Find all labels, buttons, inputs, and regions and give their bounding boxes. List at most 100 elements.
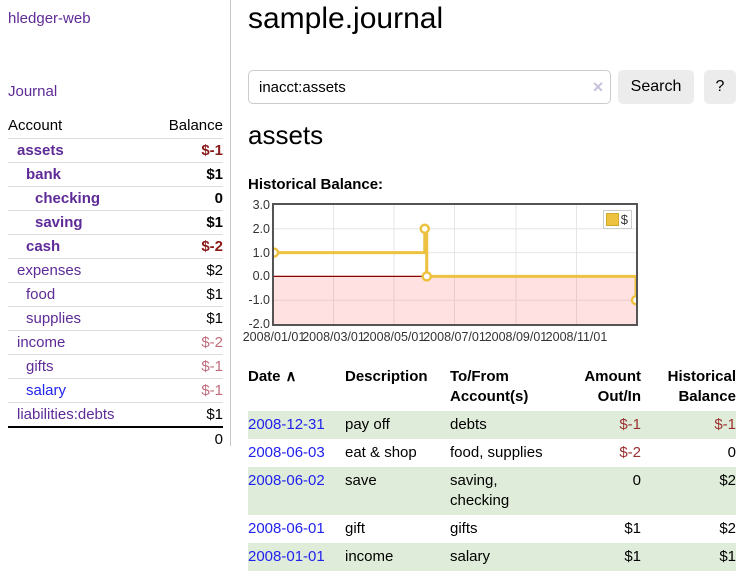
account-row: salary $-1 [8, 377, 223, 402]
clear-search-icon[interactable]: × [592, 77, 604, 97]
account-row: liabilities:debts $1 [8, 401, 223, 427]
transaction-amount: $1 [624, 519, 641, 537]
account-balance: $1 [150, 401, 223, 427]
account-balance: $-2 [150, 329, 223, 354]
account-row: checking 0 [8, 185, 223, 210]
x-axis-tick-label: 2008/01/01 [242, 330, 306, 344]
account-link[interactable]: liabilities:debts [17, 405, 115, 423]
account-balance: $1 [150, 209, 223, 234]
transaction-date-link[interactable]: 2008-01-01 [248, 547, 325, 565]
account-row: assets $-1 [8, 137, 223, 162]
sort-ascending-icon: ∧ [285, 368, 297, 385]
chart-plot: $ [272, 203, 638, 326]
transaction-amount: $1 [624, 547, 641, 565]
account-link[interactable]: assets [17, 141, 64, 159]
transaction-date-link[interactable]: 2008-06-02 [248, 471, 325, 489]
register-header-description[interactable]: Description [345, 368, 428, 385]
transaction-accounts: salary [450, 547, 491, 565]
search-form: × Search ? [248, 70, 736, 104]
transaction-balance: $2 [719, 519, 736, 537]
search-input[interactable] [248, 70, 611, 104]
transaction-row: 2008-12-31 pay off debts $-1 $-1 [248, 410, 736, 439]
account-link[interactable]: gifts [26, 357, 54, 375]
register-header-amount[interactable]: Amount Out/In [584, 368, 641, 405]
search-button[interactable]: Search [618, 70, 694, 104]
transaction-description: pay off [345, 415, 390, 433]
account-heading: assets [248, 120, 324, 150]
account-balance: $-1 [150, 377, 223, 402]
y-axis-tick-label: 1.0 [252, 245, 270, 260]
transaction-date-link[interactable]: 2008-06-01 [248, 519, 325, 537]
register-header-balance[interactable]: Historical Balance [667, 368, 736, 405]
transaction-description: eat & shop [345, 443, 417, 461]
transaction-date-link[interactable]: 2008-12-31 [248, 415, 325, 433]
transaction-balance: $2 [719, 471, 736, 489]
register-table: Date ∧ Description To/From Account(s) Amo… [248, 363, 736, 571]
legend-swatch-icon [605, 213, 619, 226]
x-axis-tick-label: 2008/03/01 [302, 330, 365, 344]
account-link[interactable]: checking [35, 189, 101, 207]
accounts-header-balance: Balance [168, 117, 223, 135]
account-row: bank $1 [8, 161, 223, 186]
accounts-total-row: 0 [8, 425, 223, 451]
transaction-balance: $1 [719, 547, 736, 565]
account-link[interactable]: cash [26, 237, 61, 255]
account-row: saving $1 [8, 209, 223, 234]
balance-chart: 3.0 2.0 1.0 0.0 -1.0 -2.0 $ 2008/01/01 2008/03… [243, 198, 736, 345]
transaction-row: 2008-06-02 save saving, checking 0 $2 [248, 466, 736, 515]
account-balance: 0 [150, 185, 223, 210]
chart-title: Historical Balance: [248, 176, 384, 193]
accounts-header-account: Account [8, 117, 63, 135]
account-link[interactable]: salary [26, 381, 67, 399]
account-row: supplies $1 [8, 305, 223, 330]
account-row: income $-2 [8, 329, 223, 354]
transaction-accounts: gifts [450, 519, 478, 537]
transaction-amount: 0 [632, 471, 641, 489]
x-axis-tick-label: 2008/09/01 [484, 330, 548, 344]
transaction-balance: 0 [727, 443, 736, 461]
y-axis-tick-label: -2.0 [248, 317, 270, 331]
register-table-body: 2008-12-31 pay off debts $-1 $-1 2008-06-03 ea… [248, 410, 736, 571]
account-link[interactable]: expenses [17, 261, 82, 279]
account-link[interactable]: bank [26, 165, 62, 183]
sidebar-item-journal[interactable]: Journal [8, 83, 58, 100]
account-link[interactable]: supplies [26, 309, 82, 327]
transaction-accounts: food, supplies [450, 443, 543, 461]
x-axis-tick-label: 2008/05/01 [362, 330, 426, 344]
help-button[interactable]: ? [704, 70, 736, 104]
account-row: gifts $-1 [8, 353, 223, 378]
transaction-amount: $-2 [619, 443, 641, 461]
account-link[interactable]: saving [35, 213, 83, 231]
x-axis-tick-label: 2008/11/01 [545, 330, 608, 344]
sidebar: hledger-web Journal Account Balance asse… [0, 0, 231, 451]
transaction-amount: $-1 [619, 415, 641, 433]
page-title: sample.journal [248, 2, 444, 35]
transaction-accounts: debts [450, 415, 487, 433]
account-balance: $1 [150, 305, 223, 330]
transaction-date-link[interactable]: 2008-06-03 [248, 443, 325, 461]
y-axis-tick-label: 2.0 [252, 221, 270, 236]
account-balance: $-1 [150, 353, 223, 378]
accounts-total-value: 0 [150, 425, 223, 451]
transaction-row: 2008-06-01 gift gifts $1 $2 [248, 515, 736, 543]
register-header-row: Date ∧ Description To/From Account(s) Amo… [248, 363, 736, 411]
account-link[interactable]: income [17, 333, 66, 351]
transaction-row: 2008-06-03 eat & shop food, supplies $-2 0 [248, 439, 736, 467]
account-balance: $1 [150, 161, 223, 186]
transaction-description: income [345, 547, 394, 565]
transaction-description: gift [345, 519, 366, 537]
register-header-accounts[interactable]: To/From Account(s) [450, 368, 529, 405]
x-axis-tick-label: 2008/07/01 [423, 330, 486, 344]
main-content: sample.journal × Search ? assets Histori… [243, 0, 736, 582]
accounts-table: Account Balance assets $-1 bank $1 checking 0… [8, 114, 223, 451]
account-row: expenses $2 [8, 257, 223, 282]
y-axis-tick-label: 0.0 [252, 269, 270, 284]
app-title-link[interactable]: hledger-web [8, 10, 91, 27]
register-header-date[interactable]: Date ∧ [248, 363, 345, 411]
y-axis-tick-label: 3.0 [252, 198, 270, 212]
transaction-description: save [345, 471, 377, 489]
account-balance: $-1 [150, 137, 223, 162]
account-link[interactable]: food [26, 285, 56, 303]
account-balance: $1 [150, 281, 223, 306]
legend-label: $ [620, 212, 628, 227]
